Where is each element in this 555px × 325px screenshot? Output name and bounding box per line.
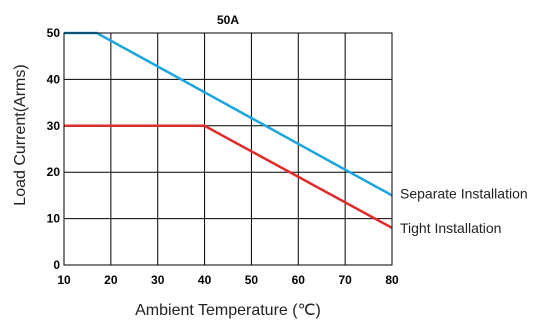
x-tick-label: 50 [245,273,259,287]
y-tick-label: 10 [47,212,61,226]
plot-frame [63,32,393,266]
series-line-tight-installation [64,124,393,229]
y-tick-label: 30 [47,119,61,133]
y-tick-label: 50 [47,26,61,40]
series-label-separate-installation: Separate Installation [400,185,528,201]
y-axis-label: Load Current(Arms) [12,64,29,205]
series-label-tight-installation: Tight Installation [400,220,501,236]
x-tick-labels: 10 20 30 40 50 60 70 80 [57,273,399,287]
x-tick-label: 80 [385,273,399,287]
x-tick-label: 30 [151,273,165,287]
series-lines [64,31,393,229]
x-tick-label: 40 [198,273,212,287]
x-tick-label: 60 [292,273,306,287]
y-tick-labels: 0 10 20 30 40 50 [47,26,61,272]
x-tick-label: 70 [338,273,352,287]
y-tick-label: 20 [47,165,61,179]
y-tick-label: 0 [53,258,60,272]
x-axis-label: Ambient Temperature (℃) [135,302,321,319]
x-tick-label: 10 [57,273,71,287]
grid [63,32,393,266]
series-line-separate-installation [64,31,393,197]
series-labels: Separate Installation Tight Installation [400,185,528,235]
chart-title: 50A [217,13,239,27]
x-tick-label: 20 [104,273,118,287]
y-tick-label: 40 [47,72,61,86]
